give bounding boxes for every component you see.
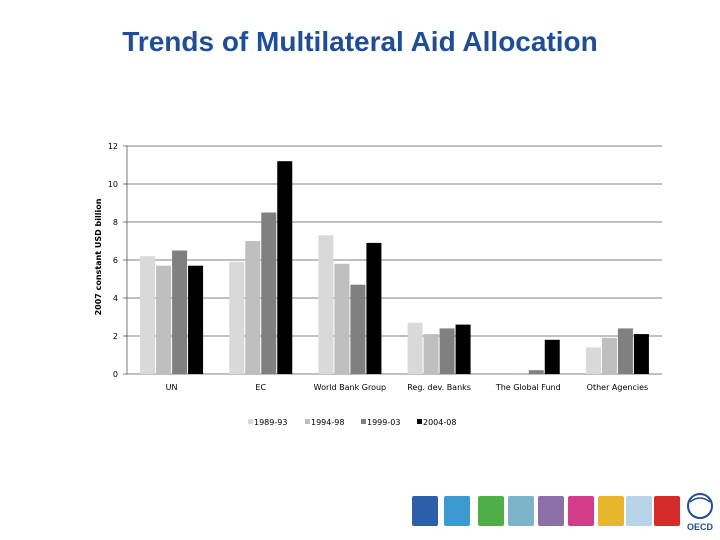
y-tick-label: 6 [113, 256, 118, 265]
x-category-label: Reg. dev. Banks [407, 383, 471, 392]
y-tick-label: 12 [108, 142, 118, 151]
bar-chart: 0 2 4 6 8 10 12 UN EC World Bank Group Reg. dev. B… [94, 142, 662, 427]
bars-layer [140, 161, 649, 374]
bar-2004-08-other-agencies [633, 334, 649, 374]
svg-text:OECD: OECD [687, 522, 714, 532]
bar-2004-08-reg-dev-banks [455, 324, 471, 374]
x-category-label: World Bank Group [314, 383, 386, 392]
bar-1994-98-reg-dev-banks [423, 334, 439, 374]
bar-1999-03-world-bank-group [350, 284, 366, 374]
bar-2004-08-the-global-fund [544, 339, 560, 374]
scales-icon [538, 496, 564, 526]
tomato-icon [654, 496, 680, 526]
bar-2004-08-world-bank-group [366, 242, 382, 374]
building-icon [508, 496, 534, 526]
bar-1989-93-reg-dev-banks [407, 322, 423, 374]
legend-swatch [305, 419, 310, 424]
x-category-label: Other Agencies [587, 383, 649, 392]
bar-1989-93-other-agencies [585, 347, 601, 374]
legend-label: 1999-03 [367, 418, 400, 427]
bar-1989-93-un [140, 256, 156, 374]
grid-icon [412, 496, 438, 526]
coin-icon [444, 496, 470, 526]
bar-1989-93-ec [229, 261, 245, 374]
x-category-label: EC [255, 383, 266, 392]
globe-icon [626, 496, 652, 526]
bar-1994-98-un [156, 265, 172, 374]
bar-1994-98-other-agencies [601, 337, 617, 374]
glass-icon [478, 496, 504, 526]
bar-1994-98-ec [245, 241, 261, 374]
bar-1989-93-world-bank-group [318, 235, 334, 374]
y-tick-label: 4 [113, 294, 118, 303]
legend-swatch [361, 419, 366, 424]
oecd-logo: OECD [687, 493, 714, 532]
y-tick-label: 2 [113, 332, 118, 341]
grid-layer [127, 145, 662, 375]
legend-label: 1989-93 [254, 418, 287, 427]
x-category-label: The Global Fund [495, 383, 561, 392]
basket-icon [568, 496, 594, 526]
legend-layer: 1989-93 1994-98 1999-03 2004-08 [248, 418, 456, 427]
bar-1999-03-other-agencies [617, 328, 633, 374]
x-category-label: UN [166, 383, 178, 392]
bar-1999-03-ec [261, 212, 277, 374]
y-tick-label: 0 [113, 370, 118, 379]
bar-1994-98-the-global-fund [512, 373, 528, 374]
y-axis-title: 2007 constant USD billion [94, 198, 103, 315]
legend-swatch [417, 419, 422, 424]
bar-1999-03-the-global-fund [528, 370, 544, 374]
slide-title: Trends of Multilateral Aid Allocation [122, 26, 598, 57]
bar-1999-03-un [172, 250, 188, 374]
bar-1994-98-world-bank-group [334, 263, 350, 374]
footer-icon-strip [408, 496, 720, 530]
legend-label: 1994-98 [311, 418, 344, 427]
magnifier-icon [598, 496, 624, 526]
y-tick-label: 10 [108, 180, 118, 189]
bar-1999-03-reg-dev-banks [439, 328, 455, 374]
y-tick-label: 8 [113, 218, 118, 227]
legend-label: 2004-08 [423, 418, 456, 427]
bar-2004-08-un [188, 265, 204, 374]
legend-swatch [248, 419, 253, 424]
bar-2004-08-ec [277, 161, 293, 374]
axis-layer: 0 2 4 6 8 10 12 UN EC World Bank Group Reg. dev. B… [108, 142, 648, 392]
